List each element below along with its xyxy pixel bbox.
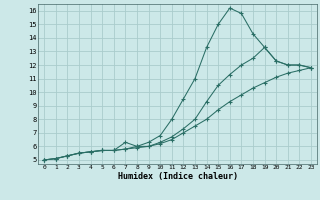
X-axis label: Humidex (Indice chaleur): Humidex (Indice chaleur) (118, 172, 238, 181)
